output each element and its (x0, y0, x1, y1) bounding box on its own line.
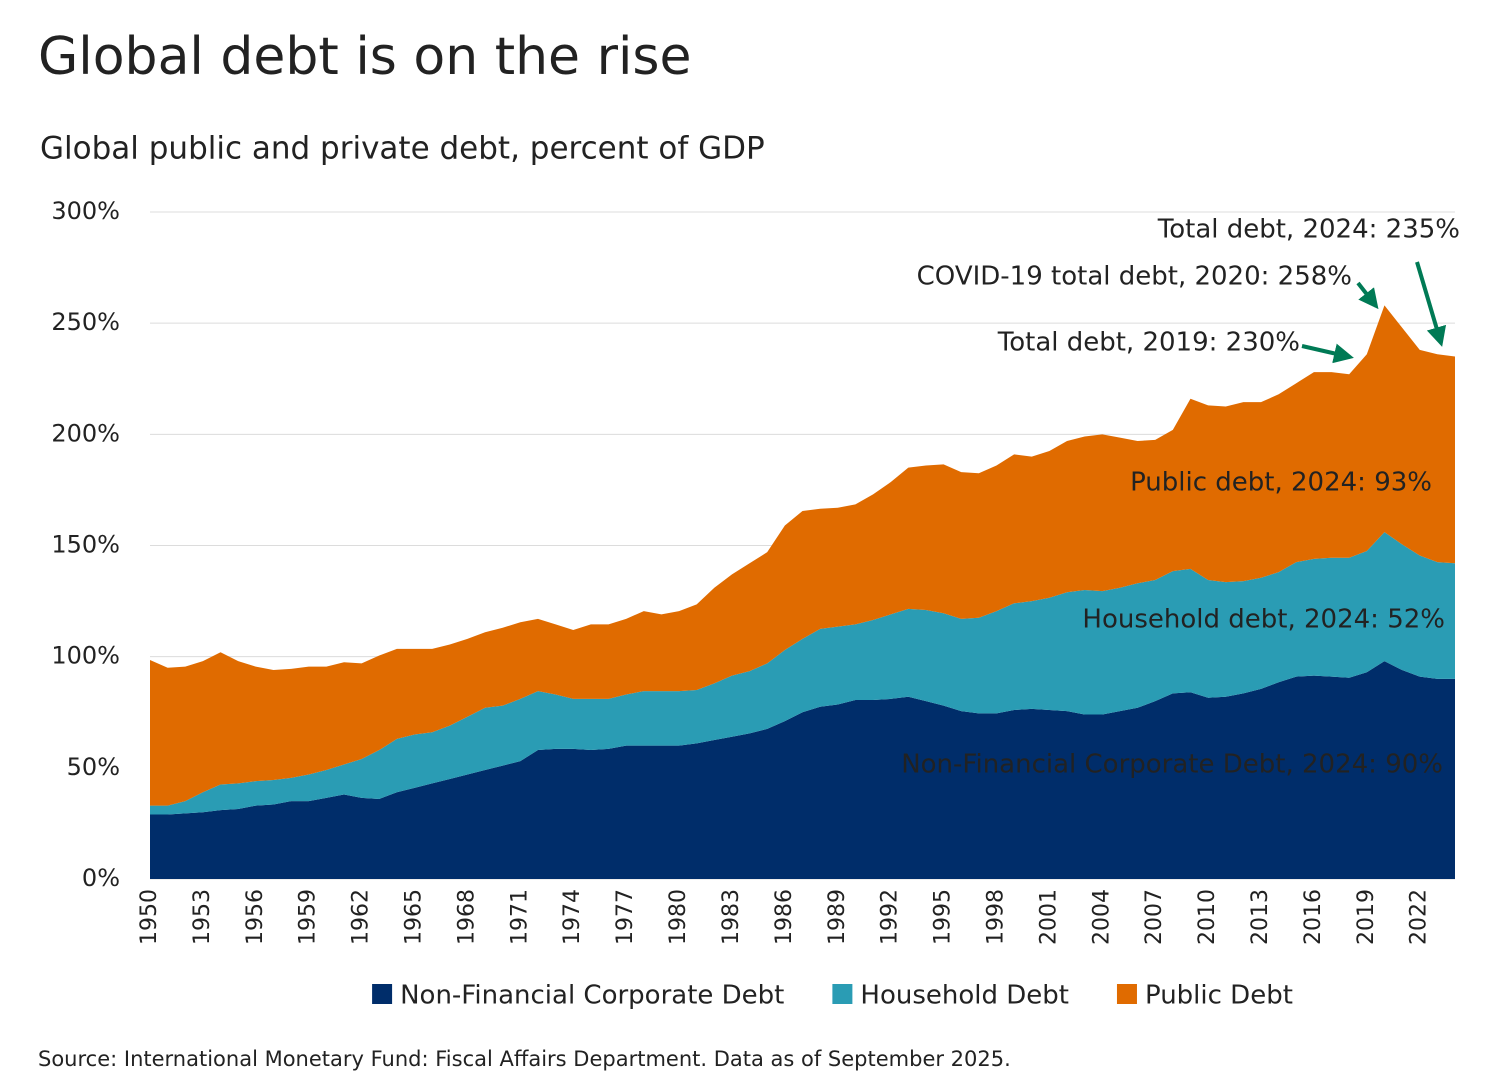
x-tick-label: 1968 (454, 889, 479, 945)
x-tick-label: 1980 (666, 889, 691, 945)
area (150, 305, 1455, 806)
annotation: COVID-19 total debt, 2020: 258% (917, 262, 1352, 292)
area (150, 532, 1455, 815)
x-tick-label: 1971 (507, 889, 532, 945)
x-tick-label: 1953 (190, 889, 215, 945)
x-tick-label: 2001 (1036, 889, 1061, 945)
x-tick-label: 1956 (243, 889, 268, 945)
y-tick-label: 300% (51, 197, 120, 225)
legend-label: Non-Financial Corporate Debt (400, 981, 784, 1011)
annotation: Total debt, 2019: 230% (997, 328, 1300, 358)
y-tick-label: 100% (51, 642, 120, 670)
x-tick-label: 1986 (772, 889, 797, 945)
legend-swatch (832, 984, 853, 1004)
annotation-arrow (1415, 261, 1447, 347)
x-tick-label: 2016 (1301, 889, 1326, 945)
x-tick-label: 2022 (1407, 889, 1432, 945)
legend-item: Non-Financial Corporate Debt (372, 981, 784, 1011)
source-note: Source: International Monetary Fund: Fis… (38, 1047, 1011, 1071)
y-tick-label: 0% (82, 864, 120, 892)
x-tick-label: 1998 (983, 889, 1008, 945)
legend-swatch (1116, 984, 1137, 1004)
annotation: Non-Financial Corporate Debt, 2024: 90% (901, 750, 1443, 780)
x-tick-label: 1983 (719, 889, 744, 945)
x-tick-label: 1995 (931, 889, 956, 945)
annotation: Total debt, 2024: 235% (1157, 215, 1460, 245)
x-tick-label: 2013 (1248, 889, 1273, 945)
legend-label: Public Debt (1145, 981, 1293, 1011)
x-tick-label: 2004 (1089, 889, 1114, 945)
y-tick-label: 250% (51, 308, 120, 336)
x-tick-label: 1992 (878, 889, 903, 945)
x-tick-label: 1965 (402, 889, 427, 945)
x-tick-label: 1974 (560, 889, 585, 945)
legend-item: Public Debt (1116, 981, 1293, 1011)
y-tick-label: 200% (51, 419, 120, 447)
x-tick-label: 2007 (1142, 889, 1167, 945)
annotation-arrow (1301, 343, 1354, 364)
chart-subtitle: Global public and private debt, percent … (40, 131, 765, 167)
x-tick-label: 2010 (1195, 889, 1220, 945)
legend-label: Household Debt (860, 981, 1069, 1011)
chart-title: Global debt is on the rise (38, 27, 691, 87)
x-tick-label: 1977 (613, 889, 638, 945)
x-tick-label: 1989 (825, 889, 850, 945)
annotation: Public debt, 2024: 93% (1130, 468, 1432, 498)
legend-swatch (372, 984, 393, 1004)
y-tick-label: 50% (67, 753, 120, 781)
annotation-arrow (1356, 281, 1379, 310)
x-tick-label: 1959 (296, 889, 321, 945)
area (150, 661, 1455, 879)
x-tick-label: 1950 (137, 889, 162, 945)
annotation: Household debt, 2024: 52% (1082, 605, 1445, 635)
y-tick-label: 150% (51, 531, 120, 559)
x-tick-label: 2019 (1354, 889, 1379, 945)
legend-item: Household Debt (832, 981, 1069, 1011)
x-tick-label: 1962 (349, 889, 374, 945)
